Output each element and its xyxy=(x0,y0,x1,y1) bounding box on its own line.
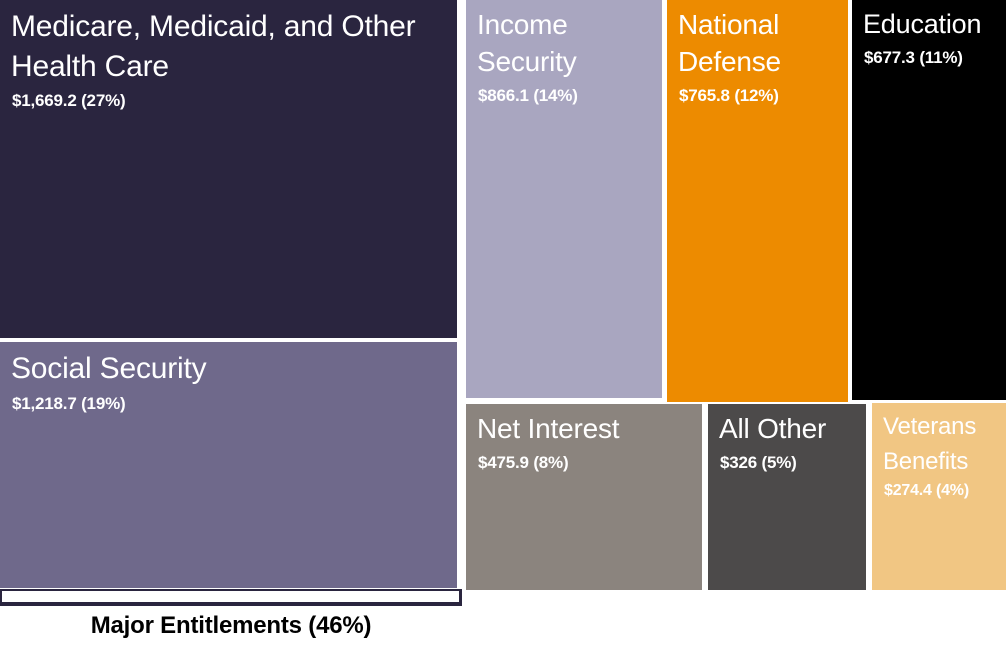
major-entitlements-bracket xyxy=(0,589,462,606)
cell-label-veterans-benefits: Veterans Benefits xyxy=(883,413,977,475)
treemap-cell-national-defense: National Defense $765.8 (12%) xyxy=(667,0,848,402)
cell-label-social-security: Social Security xyxy=(11,352,207,385)
cell-label-national-defense: National Defense xyxy=(678,9,781,77)
cell-value-medicare: $1,669.2 (27%) xyxy=(12,91,126,111)
cell-value-income-security: $866.1 (14%) xyxy=(478,85,578,105)
treemap-cell-veterans-benefits: Veterans Benefits $274.4 (4%) xyxy=(872,403,1006,590)
cell-label-education: Education xyxy=(863,9,982,39)
treemap-cell-social-security: Social Security $1,218.7 (19%) xyxy=(0,342,457,588)
treemap-cell-medicare-medicaid-health: Medicare, Medicaid, and Other Health Car… xyxy=(0,0,457,338)
treemap-cell-education: Education $677.3 (11%) xyxy=(852,0,1006,400)
cell-value-veterans-benefits: $274.4 (4%) xyxy=(884,481,969,499)
major-entitlements-label: Major Entitlements (46%) xyxy=(90,612,372,639)
cell-value-all-other: $326 (5%) xyxy=(720,452,797,472)
cell-value-national-defense: $765.8 (12%) xyxy=(679,85,779,105)
cell-label-income-security: Income Security xyxy=(477,9,577,77)
cell-label-medicare: Medicare, Medicaid, and Other Health Car… xyxy=(11,10,416,83)
cell-value-net-interest: $475.9 (8%) xyxy=(478,452,569,472)
treemap-cell-net-interest: Net Interest $475.9 (8%) xyxy=(466,404,702,590)
cell-value-social-security: $1,218.7 (19%) xyxy=(12,393,126,413)
treemap-cell-all-other: All Other $326 (5%) xyxy=(708,404,866,590)
cell-value-education: $677.3 (11%) xyxy=(864,47,963,67)
treemap-cell-income-security: Income Security $866.1 (14%) xyxy=(466,0,662,398)
cell-label-all-other: All Other xyxy=(719,413,827,444)
cell-label-net-interest: Net Interest xyxy=(477,413,620,444)
